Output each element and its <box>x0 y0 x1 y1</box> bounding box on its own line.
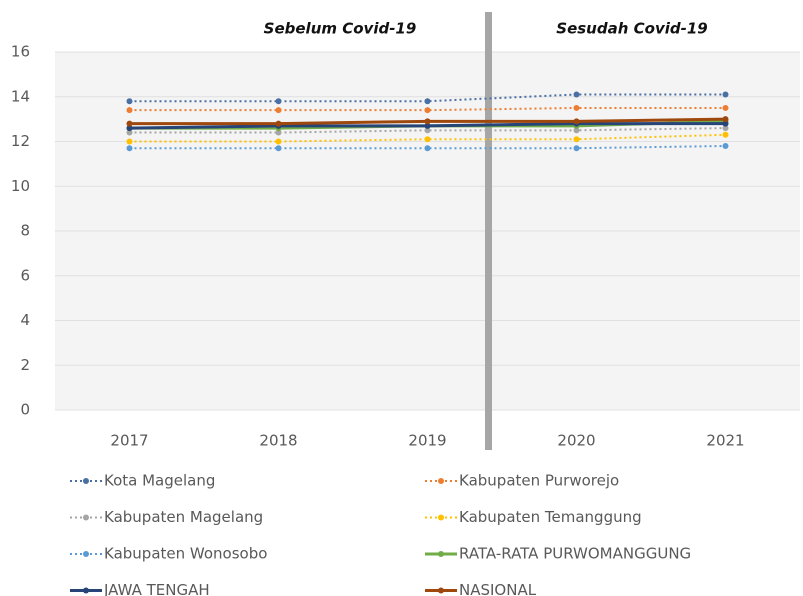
data-point <box>424 107 431 114</box>
legend-marker <box>83 587 89 594</box>
data-point <box>722 125 729 132</box>
series-line <box>129 144 726 150</box>
legend-marker <box>83 551 89 557</box>
data-point <box>275 145 282 152</box>
data-point <box>573 145 580 152</box>
data-point <box>722 91 729 98</box>
y-tick-label: 10 <box>11 177 30 195</box>
data-point <box>722 116 729 123</box>
data-point <box>275 107 282 114</box>
y-tick-label: 8 <box>20 222 30 240</box>
legend-label: NASIONAL <box>459 581 537 596</box>
series-line <box>129 93 726 103</box>
data-point <box>275 129 282 136</box>
data-point <box>722 120 729 127</box>
data-point <box>722 104 729 111</box>
data-point <box>424 98 431 105</box>
data-point <box>275 138 282 145</box>
y-tick-label: 16 <box>11 43 30 61</box>
data-point <box>573 104 580 111</box>
x-tick-label: 2020 <box>557 432 595 450</box>
data-point <box>573 136 580 143</box>
legend-label: Kabupaten Temanggung <box>459 508 642 526</box>
data-point <box>126 98 133 105</box>
annotation: Sesudah Covid-19 <box>556 20 707 38</box>
series-line <box>129 127 726 134</box>
data-point <box>424 136 431 143</box>
y-tick-label: 4 <box>20 311 30 329</box>
data-point <box>126 138 133 145</box>
legend-marker <box>438 551 444 557</box>
y-tick-label: 14 <box>11 87 30 105</box>
legend-label: JAWA TENGAH <box>103 581 210 596</box>
data-point <box>424 127 431 134</box>
legend-label: RATA-RATA PURWOMANGGUNG <box>459 545 691 563</box>
x-tick-label: 2018 <box>259 432 297 450</box>
y-tick-label: 2 <box>20 356 30 374</box>
data-point <box>722 142 729 149</box>
data-point <box>275 98 282 105</box>
y-tick-label: 12 <box>11 132 30 150</box>
y-tick-label: 6 <box>20 266 30 284</box>
data-point <box>722 131 729 138</box>
data-point <box>573 91 580 98</box>
legend-marker <box>438 478 444 484</box>
period-divider <box>485 12 492 450</box>
data-point <box>126 145 133 152</box>
data-point <box>573 127 580 134</box>
legend-marker <box>438 514 444 521</box>
legend-label: Kota Magelang <box>104 472 215 490</box>
data-point <box>275 120 282 127</box>
data-point <box>126 129 133 136</box>
data-point <box>424 118 431 125</box>
y-tick-label: 0 <box>20 401 30 419</box>
data-point <box>126 107 133 114</box>
legend-label: Kabupaten Purworejo <box>459 472 619 490</box>
data-point <box>424 145 431 152</box>
x-tick-label: 2021 <box>706 432 744 450</box>
x-tick-label: 2017 <box>110 432 148 450</box>
legend-label: Kabupaten Wonosobo <box>104 545 267 563</box>
data-point <box>126 125 133 132</box>
data-point <box>424 122 431 129</box>
x-tick-label: 2019 <box>408 432 446 450</box>
legend-marker <box>83 478 89 484</box>
legend-marker <box>438 587 444 594</box>
annotation: Sebelum Covid-19 <box>264 20 417 38</box>
data-point <box>126 120 133 127</box>
legend-label: Kabupaten Magelang <box>104 508 263 526</box>
legend-marker <box>83 514 89 521</box>
series-line <box>129 106 726 112</box>
series-line <box>129 133 726 143</box>
data-point <box>573 118 580 125</box>
